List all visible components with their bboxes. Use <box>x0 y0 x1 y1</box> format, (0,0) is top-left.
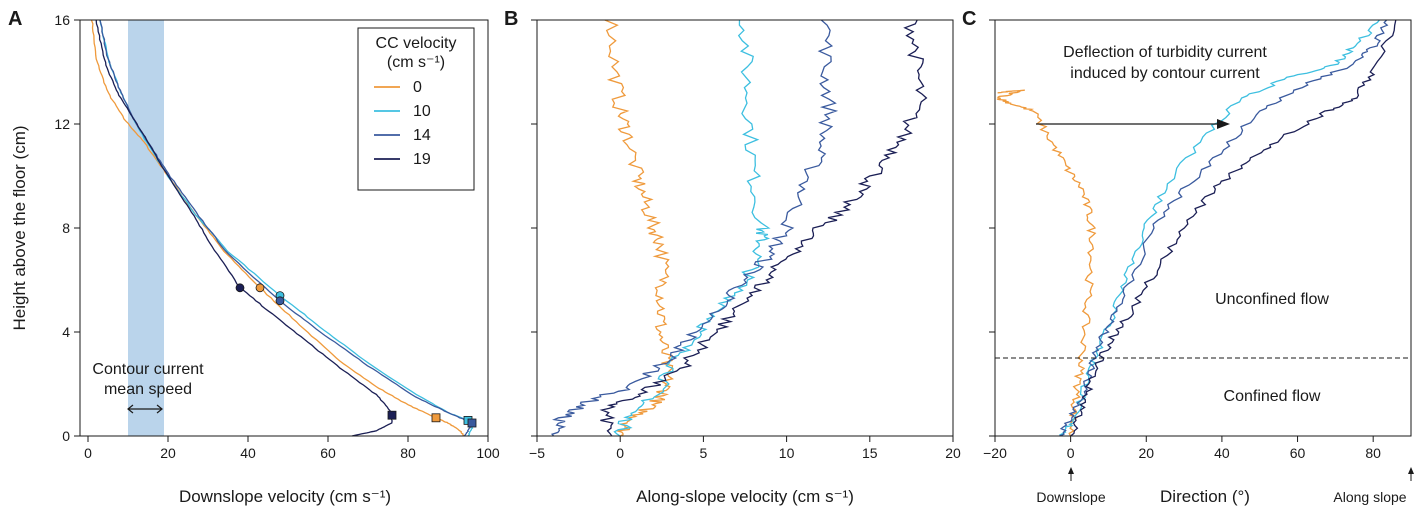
deflection-annotation-line1: Deflection of turbidity current <box>1063 44 1267 61</box>
x-tick-label: −5 <box>529 445 545 461</box>
series-line-14 <box>99 19 473 437</box>
downslope-marker: Downslope <box>1036 467 1106 505</box>
y-tick-label: 8 <box>62 220 70 236</box>
x-tick-label: 80 <box>1365 445 1381 461</box>
y-tick-label: 12 <box>54 116 70 132</box>
panel-c-lines <box>996 19 1397 437</box>
legend-label-0: 0 <box>413 79 422 96</box>
x-tick-label: 10 <box>779 445 795 461</box>
series-line-0 <box>604 19 674 437</box>
bottom-marker-19 <box>387 410 397 420</box>
y-tick-label: 16 <box>54 12 70 28</box>
series-line-19 <box>1070 19 1397 437</box>
contour-annotation-line1: Contour current <box>92 361 204 378</box>
x-tick-label: 0 <box>84 445 92 461</box>
x-tick-label: 20 <box>945 445 961 461</box>
legend-entries: 0 10 14 19 <box>374 79 431 168</box>
x-tick-label: 60 <box>1290 445 1306 461</box>
downslope-label: Downslope <box>1036 489 1105 505</box>
legend-title-line2: (cm s⁻¹) <box>387 54 445 71</box>
x-tick-label: 0 <box>1067 445 1075 461</box>
bottom-marker-14 <box>467 418 477 428</box>
x-tick-label: 60 <box>320 445 336 461</box>
deflection-arrow <box>1036 119 1230 129</box>
series-line-19 <box>599 19 928 437</box>
panel-label-b: B <box>504 8 518 30</box>
x-axis-label-b: Along-slope velocity (cm s⁻¹) <box>636 487 854 506</box>
deflection-annotation-line2: induced by contour current <box>1070 65 1260 82</box>
max-velocity-marker-19 <box>235 283 245 293</box>
panel-c: −20 0 20 40 60 80 C Direction (°) Deflection … <box>962 8 1414 506</box>
panel-c-frame <box>994 19 1412 437</box>
panel-c-ticks: −20 0 20 40 60 80 <box>983 19 1381 461</box>
confined-flow-label: Confined flow <box>1224 388 1321 405</box>
x-tick-label: 100 <box>476 445 500 461</box>
series-line-10 <box>1058 19 1380 437</box>
panel-label-c: C <box>962 8 976 30</box>
x-tick-label: 40 <box>1214 445 1230 461</box>
unconfined-flow-label: Unconfined flow <box>1215 291 1329 308</box>
panel-label-a: A <box>8 8 22 30</box>
along-slope-marker: Along slope <box>1333 467 1414 505</box>
x-tick-label: 20 <box>160 445 176 461</box>
contour-current-speed-band <box>128 20 164 436</box>
y-axis-label: Height above the floor (cm) <box>10 125 29 330</box>
panel-a-markers <box>235 283 477 428</box>
series-line-14 <box>1059 19 1389 437</box>
legend-title-line1: CC velocity <box>376 35 457 52</box>
double-arrow <box>127 404 163 414</box>
panel-b-ticks: −5 0 5 10 15 20 <box>529 19 961 461</box>
x-axis-label-a: Downslope velocity (cm s⁻¹) <box>179 487 391 506</box>
panel-b-frame <box>536 19 954 437</box>
x-tick-label: −20 <box>983 445 1007 461</box>
legend-label-10: 10 <box>413 103 431 120</box>
contour-annotation-line2: mean speed <box>104 381 192 398</box>
legend-label-19: 19 <box>413 151 431 168</box>
max-velocity-marker-14 <box>275 296 285 306</box>
x-axis-label-c: Direction (°) <box>1160 487 1250 506</box>
x-tick-label: 20 <box>1138 445 1154 461</box>
x-tick-label: 40 <box>240 445 256 461</box>
y-tick-label: 0 <box>62 428 70 444</box>
series-line-14 <box>550 19 839 437</box>
panel-b-lines <box>550 19 928 437</box>
x-tick-label: 5 <box>700 445 708 461</box>
legend-label-14: 14 <box>413 127 431 144</box>
y-tick-label: 4 <box>62 324 70 340</box>
series-line-0 <box>996 89 1097 437</box>
legend-box <box>357 27 475 191</box>
x-tick-label: 0 <box>616 445 624 461</box>
series-line-10 <box>613 19 771 437</box>
along-slope-label: Along slope <box>1333 489 1406 505</box>
x-tick-label: 15 <box>862 445 878 461</box>
panel-b: −5 0 5 10 15 20 B Along-slope velocity (cm s⁻… <box>504 8 961 506</box>
legend: CC velocity (cm s⁻¹) 0 10 14 19 <box>357 27 475 191</box>
bottom-marker-0 <box>431 413 441 423</box>
x-tick-label: 80 <box>400 445 416 461</box>
max-velocity-marker-0 <box>255 283 265 293</box>
